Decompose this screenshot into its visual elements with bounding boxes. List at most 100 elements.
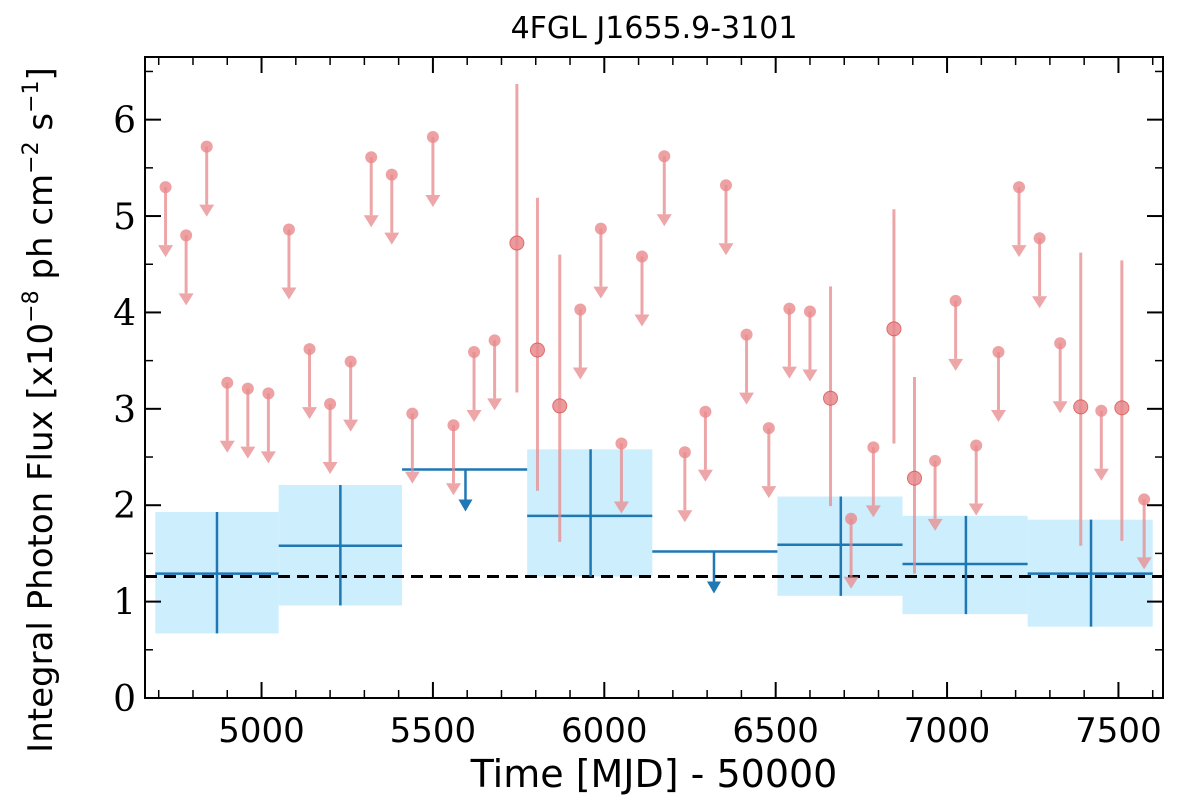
short-bin-point-3: [221, 376, 234, 389]
short-bin-ul-arrow-10: [363, 215, 379, 228]
short-bin-point-35: [886, 321, 902, 337]
short-bin-ul-arrow-23: [634, 314, 650, 327]
short-bin-ul-arrow-1: [178, 293, 194, 306]
short-bin-ul-arrow-26: [697, 469, 713, 482]
y-tick-label: 0: [113, 679, 136, 720]
short-bin-ul-arrow-34: [865, 505, 881, 518]
short-bin-ul-arrow-27: [718, 243, 734, 256]
short-bin-ul-arrow-3: [219, 440, 235, 453]
short-bin-point-15: [468, 345, 481, 358]
short-bin-point-33: [845, 512, 858, 525]
short-bin-ul-arrow-38: [948, 358, 964, 371]
y-tick-label: 2: [113, 486, 136, 527]
short-bin-ul-arrow-45: [1093, 468, 1109, 481]
short-bin-point-29: [762, 422, 775, 435]
short-bin-point-47: [1138, 493, 1151, 506]
short-bin-point-31: [803, 305, 816, 318]
short-bin-point-12: [406, 407, 419, 420]
x-tick-label: 6500: [732, 711, 819, 751]
short-bin-point-22: [615, 437, 628, 450]
short-bin-ul-arrow-12: [404, 471, 420, 484]
short-bin-point-32: [823, 390, 839, 406]
long-bin-bands: [155, 449, 1153, 634]
short-bin-point-38: [949, 294, 962, 307]
short-bin-point-23: [636, 250, 649, 263]
y-tick-label: 4: [113, 293, 136, 334]
short-bin-ul-arrow-20: [572, 367, 588, 380]
short-bin-ul-arrow-16: [487, 398, 503, 411]
y-tick-label: 3: [113, 390, 136, 431]
short-bin-point-17: [509, 235, 525, 251]
long-bin-markers: [155, 449, 1153, 634]
short-bin-ul-arrow-30: [781, 366, 797, 379]
short-bin-ul-arrow-24: [656, 214, 672, 227]
short-bin-point-36: [906, 470, 922, 486]
long-bin-ul-arrow-4: [706, 581, 721, 594]
short-bin-ul-arrow-15: [466, 409, 482, 422]
long-bin-ul-arrow-2: [458, 499, 473, 512]
y-tick-label: 6: [113, 101, 136, 142]
short-bin-point-27: [719, 179, 732, 192]
short-bin-ul-arrow-13: [425, 195, 441, 208]
short-bin-point-9: [344, 355, 357, 368]
short-bin-point-24: [658, 150, 671, 163]
x-tick-label: 7500: [1075, 711, 1162, 751]
short-bin-ul-arrow-33: [843, 576, 859, 589]
short-bin-point-41: [1013, 181, 1026, 194]
short-bin-point-44: [1073, 399, 1089, 415]
short-bin-point-21: [594, 222, 607, 235]
y-tick-label: 5: [113, 197, 136, 238]
x-tick-label: 5000: [218, 711, 305, 751]
short-bin-markers: [158, 83, 1152, 589]
short-bin-ul-arrow-41: [1011, 245, 1027, 258]
short-bin-point-16: [488, 334, 501, 347]
short-bin-ul-arrow-21: [593, 286, 609, 299]
y-tick-label: 1: [113, 583, 136, 624]
short-bin-point-18: [529, 342, 545, 358]
short-bin-point-8: [324, 398, 337, 411]
short-bin-point-20: [574, 303, 587, 316]
short-bin-point-40: [992, 345, 1005, 358]
short-bin-ul-arrow-4: [240, 446, 256, 459]
short-bin-point-4: [241, 382, 254, 395]
short-bin-point-30: [783, 302, 796, 315]
short-bin-ul-arrow-40: [990, 409, 1006, 422]
short-bin-point-1: [180, 229, 193, 242]
short-bin-point-19: [552, 398, 568, 414]
short-bin-point-2: [200, 140, 213, 153]
short-bin-ul-arrow-7: [302, 407, 318, 420]
short-bin-ul-arrow-47: [1136, 557, 1152, 570]
x-tick-label: 6000: [561, 711, 648, 751]
short-bin-point-28: [740, 328, 753, 341]
short-bin-point-6: [282, 223, 295, 236]
short-bin-ul-arrow-29: [761, 486, 777, 499]
short-bin-point-13: [426, 131, 439, 144]
short-bin-ul-arrow-22: [613, 501, 629, 514]
short-bin-point-46: [1114, 400, 1130, 416]
short-bin-ul-arrow-2: [199, 204, 215, 217]
short-bin-ul-arrow-37: [927, 518, 943, 531]
short-bin-point-26: [699, 405, 712, 418]
short-bin-ul-arrow-14: [445, 483, 461, 496]
short-bin-point-43: [1054, 337, 1067, 350]
short-bin-point-7: [303, 343, 316, 356]
short-bin-ul-arrow-28: [739, 392, 755, 405]
short-bin-ul-arrow-6: [281, 287, 297, 300]
short-bin-point-11: [385, 168, 398, 181]
x-axis-label: Time [MJD] - 50000: [470, 752, 838, 796]
short-bin-ul-arrow-11: [384, 232, 400, 245]
x-tick-label: 7000: [904, 711, 991, 751]
short-bin-ul-arrow-5: [260, 451, 276, 464]
short-bin-ul-arrow-9: [343, 419, 359, 432]
y-axis-label: Integral Photon Flux [x10−8 ph cm−2 s−1]: [19, 67, 61, 753]
chart-title: 4FGL J1655.9-3101: [511, 11, 798, 46]
short-bin-point-34: [867, 441, 880, 454]
plot-frame: [144, 56, 1164, 699]
short-bin-point-25: [678, 446, 691, 459]
short-bin-ul-arrow-8: [322, 462, 338, 475]
short-bin-point-0: [159, 181, 172, 194]
x-tick-label: 5500: [390, 711, 477, 751]
short-bin-ul-arrow-43: [1052, 401, 1068, 414]
short-bin-ul-arrow-0: [158, 245, 174, 258]
short-bin-point-10: [365, 151, 378, 164]
